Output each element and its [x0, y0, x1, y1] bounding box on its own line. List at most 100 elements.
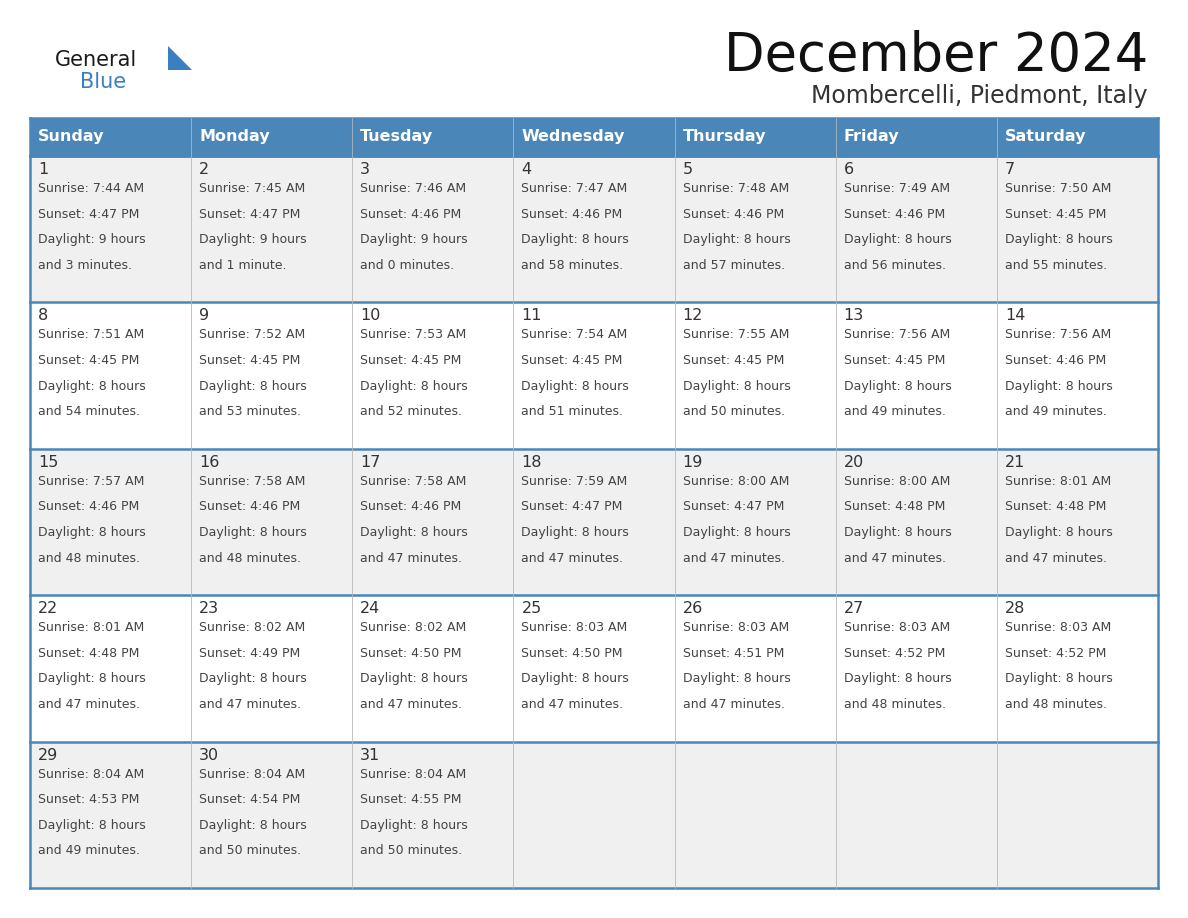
- Text: Sunrise: 8:03 AM: Sunrise: 8:03 AM: [683, 621, 789, 634]
- Text: and 49 minutes.: and 49 minutes.: [1005, 405, 1107, 419]
- FancyBboxPatch shape: [675, 302, 835, 449]
- Text: Sunset: 4:50 PM: Sunset: 4:50 PM: [360, 647, 462, 660]
- Text: Daylight: 8 hours: Daylight: 8 hours: [522, 380, 630, 393]
- Text: Sunrise: 8:01 AM: Sunrise: 8:01 AM: [38, 621, 144, 634]
- Text: Daylight: 8 hours: Daylight: 8 hours: [1005, 233, 1113, 246]
- FancyBboxPatch shape: [30, 742, 191, 888]
- FancyBboxPatch shape: [513, 156, 675, 302]
- Text: and 49 minutes.: and 49 minutes.: [843, 405, 946, 419]
- Text: 29: 29: [38, 747, 58, 763]
- Text: Sunrise: 7:59 AM: Sunrise: 7:59 AM: [522, 475, 627, 487]
- Text: Sunset: 4:45 PM: Sunset: 4:45 PM: [522, 354, 623, 367]
- Text: Sunrise: 7:56 AM: Sunrise: 7:56 AM: [843, 329, 950, 341]
- Text: and 51 minutes.: and 51 minutes.: [522, 405, 624, 419]
- Text: Daylight: 8 hours: Daylight: 8 hours: [360, 380, 468, 393]
- Text: 30: 30: [200, 747, 220, 763]
- Text: December 2024: December 2024: [723, 30, 1148, 82]
- Text: 10: 10: [360, 308, 380, 323]
- Text: Daylight: 8 hours: Daylight: 8 hours: [683, 233, 790, 246]
- FancyBboxPatch shape: [513, 118, 675, 156]
- FancyBboxPatch shape: [835, 449, 997, 595]
- Text: and 58 minutes.: and 58 minutes.: [522, 259, 624, 272]
- FancyBboxPatch shape: [191, 449, 353, 595]
- Text: Sunset: 4:46 PM: Sunset: 4:46 PM: [200, 500, 301, 513]
- Text: Sunset: 4:46 PM: Sunset: 4:46 PM: [1005, 354, 1106, 367]
- Text: Daylight: 8 hours: Daylight: 8 hours: [1005, 673, 1113, 686]
- Text: Daylight: 8 hours: Daylight: 8 hours: [683, 673, 790, 686]
- Text: Daylight: 9 hours: Daylight: 9 hours: [200, 233, 307, 246]
- Text: 26: 26: [683, 601, 703, 616]
- Text: Sunrise: 8:01 AM: Sunrise: 8:01 AM: [1005, 475, 1111, 487]
- Text: Sunrise: 7:50 AM: Sunrise: 7:50 AM: [1005, 182, 1111, 195]
- Text: 23: 23: [200, 601, 220, 616]
- FancyBboxPatch shape: [30, 118, 191, 156]
- Text: Daylight: 8 hours: Daylight: 8 hours: [1005, 526, 1113, 539]
- Text: Daylight: 8 hours: Daylight: 8 hours: [360, 526, 468, 539]
- Text: 6: 6: [843, 162, 854, 177]
- Text: Sunrise: 7:52 AM: Sunrise: 7:52 AM: [200, 329, 305, 341]
- Text: Thursday: Thursday: [683, 129, 766, 144]
- FancyBboxPatch shape: [675, 449, 835, 595]
- Text: Daylight: 8 hours: Daylight: 8 hours: [683, 526, 790, 539]
- Text: Saturday: Saturday: [1005, 129, 1086, 144]
- FancyBboxPatch shape: [675, 742, 835, 888]
- Text: Sunset: 4:52 PM: Sunset: 4:52 PM: [1005, 647, 1106, 660]
- Text: Sunset: 4:46 PM: Sunset: 4:46 PM: [38, 500, 139, 513]
- Text: 4: 4: [522, 162, 531, 177]
- FancyBboxPatch shape: [30, 156, 191, 302]
- Text: and 47 minutes.: and 47 minutes.: [843, 552, 946, 565]
- Text: and 47 minutes.: and 47 minutes.: [683, 552, 784, 565]
- Text: and 50 minutes.: and 50 minutes.: [360, 845, 462, 857]
- Text: 3: 3: [360, 162, 371, 177]
- Text: Sunrise: 7:58 AM: Sunrise: 7:58 AM: [200, 475, 305, 487]
- Text: Sunrise: 7:58 AM: Sunrise: 7:58 AM: [360, 475, 467, 487]
- FancyBboxPatch shape: [513, 742, 675, 888]
- Text: Sunset: 4:51 PM: Sunset: 4:51 PM: [683, 647, 784, 660]
- Text: 15: 15: [38, 454, 58, 470]
- Text: Sunrise: 7:54 AM: Sunrise: 7:54 AM: [522, 329, 627, 341]
- Text: Daylight: 8 hours: Daylight: 8 hours: [360, 673, 468, 686]
- FancyBboxPatch shape: [675, 118, 835, 156]
- Text: Sunrise: 7:55 AM: Sunrise: 7:55 AM: [683, 329, 789, 341]
- Text: Sunset: 4:50 PM: Sunset: 4:50 PM: [522, 647, 623, 660]
- Text: and 47 minutes.: and 47 minutes.: [522, 698, 624, 711]
- Text: and 48 minutes.: and 48 minutes.: [1005, 698, 1107, 711]
- Text: 18: 18: [522, 454, 542, 470]
- Text: Sunrise: 8:04 AM: Sunrise: 8:04 AM: [360, 767, 467, 780]
- FancyBboxPatch shape: [30, 595, 191, 742]
- FancyBboxPatch shape: [191, 302, 353, 449]
- Text: Daylight: 8 hours: Daylight: 8 hours: [38, 380, 146, 393]
- FancyBboxPatch shape: [191, 118, 353, 156]
- Text: Sunrise: 7:46 AM: Sunrise: 7:46 AM: [360, 182, 467, 195]
- Text: Friday: Friday: [843, 129, 899, 144]
- Text: Wednesday: Wednesday: [522, 129, 625, 144]
- Text: Sunset: 4:54 PM: Sunset: 4:54 PM: [200, 793, 301, 806]
- Text: 20: 20: [843, 454, 864, 470]
- Text: Sunset: 4:49 PM: Sunset: 4:49 PM: [200, 647, 301, 660]
- FancyBboxPatch shape: [191, 595, 353, 742]
- Text: Daylight: 8 hours: Daylight: 8 hours: [843, 233, 952, 246]
- Text: Blue: Blue: [80, 72, 126, 92]
- Text: Daylight: 8 hours: Daylight: 8 hours: [200, 819, 307, 832]
- Text: Sunrise: 8:00 AM: Sunrise: 8:00 AM: [683, 475, 789, 487]
- Text: Sunset: 4:45 PM: Sunset: 4:45 PM: [843, 354, 946, 367]
- Text: Daylight: 9 hours: Daylight: 9 hours: [38, 233, 146, 246]
- Text: 25: 25: [522, 601, 542, 616]
- Text: Daylight: 8 hours: Daylight: 8 hours: [360, 819, 468, 832]
- Text: and 47 minutes.: and 47 minutes.: [200, 698, 301, 711]
- Text: Sunrise: 8:03 AM: Sunrise: 8:03 AM: [522, 621, 627, 634]
- FancyBboxPatch shape: [997, 449, 1158, 595]
- Text: Sunset: 4:46 PM: Sunset: 4:46 PM: [843, 207, 944, 220]
- FancyBboxPatch shape: [353, 742, 513, 888]
- Text: Sunrise: 8:03 AM: Sunrise: 8:03 AM: [843, 621, 950, 634]
- Text: and 1 minute.: and 1 minute.: [200, 259, 286, 272]
- Text: and 47 minutes.: and 47 minutes.: [360, 698, 462, 711]
- Text: 14: 14: [1005, 308, 1025, 323]
- Text: 24: 24: [360, 601, 380, 616]
- Text: and 47 minutes.: and 47 minutes.: [38, 698, 140, 711]
- Text: Tuesday: Tuesday: [360, 129, 434, 144]
- Text: Daylight: 8 hours: Daylight: 8 hours: [38, 526, 146, 539]
- Text: Sunset: 4:46 PM: Sunset: 4:46 PM: [360, 207, 461, 220]
- FancyBboxPatch shape: [513, 302, 675, 449]
- Text: Sunset: 4:47 PM: Sunset: 4:47 PM: [38, 207, 139, 220]
